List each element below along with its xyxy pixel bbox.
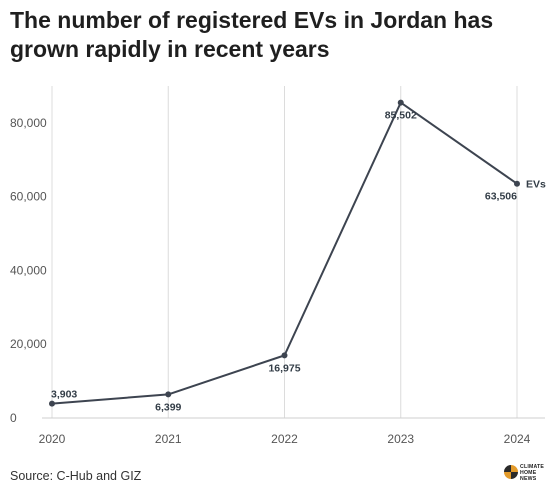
logo-line-3: NEWS (520, 476, 537, 482)
climate-home-news-logo: CLIMATE HOME NEWS (504, 460, 548, 492)
data-point-2020 (49, 400, 55, 407)
y-tick-label: 40,000 (10, 263, 47, 277)
logo-line-2: HOME (520, 470, 537, 476)
logo-mark-icon (504, 465, 518, 479)
logo-text: CLIMATE HOME NEWS (520, 464, 544, 482)
chart-title: The number of registered EVs in Jordan h… (10, 7, 494, 62)
y-tick-label: 0 (10, 411, 17, 425)
data-point-2021 (165, 391, 172, 398)
line-chart: 0 20,000 40,000 60,000 80,000 2020 2021 2022 202… (10, 86, 546, 446)
y-tick-label: 60,000 (10, 190, 47, 204)
source-note: Source: C-Hub and GIZ (10, 469, 142, 483)
data-label-2024: 63,506 (485, 191, 517, 203)
x-tick-label-2020: 2020 (39, 432, 66, 446)
x-tick-label-2022: 2022 (271, 432, 298, 446)
data-point-2024 (514, 180, 520, 187)
logo-line-1: CLIMATE (520, 464, 545, 470)
y-tick-label: 20,000 (10, 337, 47, 351)
data-label-2021: 6,399 (155, 401, 181, 413)
data-label-2023: 85,502 (385, 110, 417, 122)
series-label-evs: EVs (526, 179, 546, 191)
data-label-2020: 3,903 (51, 389, 77, 401)
data-label-2022: 16,975 (268, 362, 300, 374)
data-point-2023 (397, 99, 404, 106)
x-tick-label-2021: 2021 (155, 432, 182, 446)
x-tick-label-2024: 2024 (504, 432, 531, 446)
y-tick-label: 80,000 (10, 116, 47, 130)
data-point-2022 (281, 352, 288, 359)
x-tick-label-2023: 2023 (387, 432, 414, 446)
